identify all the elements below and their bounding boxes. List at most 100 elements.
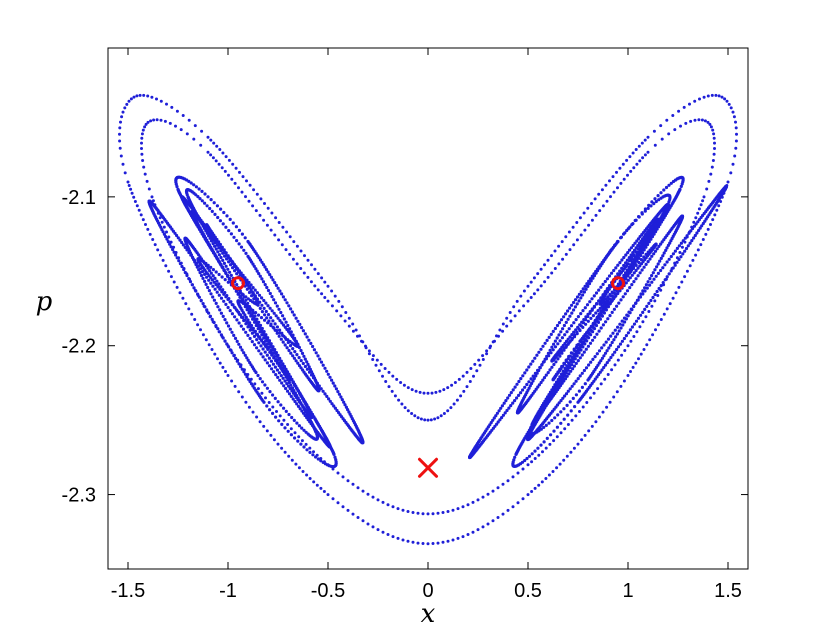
- orbit-point: [326, 284, 330, 288]
- orbit-point: [441, 540, 445, 544]
- orbit-point: [652, 252, 656, 256]
- orbit-point: [607, 346, 611, 350]
- orbit-point: [283, 379, 287, 383]
- orbit-point: [356, 486, 360, 490]
- orbit-point: [293, 350, 297, 354]
- orbit-point: [214, 159, 218, 163]
- orbit-point: [292, 313, 296, 317]
- orbit-point: [283, 372, 287, 376]
- orbit-point: [533, 356, 537, 360]
- orbit-point: [212, 298, 216, 302]
- orbit-point: [287, 412, 291, 417]
- orbit-point: [292, 240, 296, 244]
- orbit-point: [216, 285, 220, 289]
- orbit-point: [647, 240, 651, 244]
- orbit-point: [568, 400, 572, 404]
- orbit-point: [271, 319, 275, 323]
- orbit-point: [416, 416, 420, 420]
- orbit-point: [123, 106, 127, 110]
- orbit-point: [588, 277, 593, 281]
- orbit-point: [491, 519, 495, 523]
- orbit-point: [551, 392, 555, 396]
- orbit-point: [238, 345, 243, 349]
- orbit-point: [253, 382, 257, 386]
- orbit-point: [683, 275, 687, 279]
- orbit-point: [719, 200, 723, 203]
- orbit-point: [166, 240, 170, 244]
- orbit-point: [223, 291, 227, 295]
- orbit-point: [517, 393, 521, 397]
- orbit-point: [282, 317, 286, 321]
- orbit-point: [653, 197, 657, 201]
- orbit-point: [599, 263, 603, 267]
- orbit-point: [209, 198, 213, 202]
- orbit-point: [459, 394, 463, 398]
- orbit-point: [553, 390, 557, 394]
- orbit-point: [735, 132, 738, 136]
- orbit-point: [584, 322, 588, 326]
- orbit-point: [260, 310, 264, 314]
- orbit-point: [294, 339, 298, 343]
- orbit-point: [695, 231, 699, 235]
- orbit-point: [340, 305, 344, 309]
- orbit-point: [642, 348, 646, 351]
- orbit-point: [712, 152, 716, 156]
- orbit-point: [626, 278, 630, 282]
- orbit-point: [278, 319, 282, 323]
- orbit-point: [516, 471, 520, 475]
- orbit-point: [734, 126, 738, 130]
- orbit-point: [406, 386, 410, 390]
- orbit-point: [208, 236, 212, 240]
- orbit-point: [270, 367, 274, 371]
- orbit-point: [533, 486, 537, 490]
- orbit-point: [551, 329, 555, 333]
- orbit-point: [197, 187, 201, 191]
- orbit-point: [570, 333, 574, 337]
- orbit-point: [586, 206, 590, 210]
- orbit-point: [547, 473, 551, 477]
- orbit-point: [333, 455, 337, 459]
- orbit-point: [224, 253, 228, 257]
- orbit-point: [645, 286, 649, 290]
- orbit-point: [569, 369, 573, 373]
- orbit-point: [263, 358, 267, 362]
- orbit-point: [441, 511, 445, 514]
- orbit-point: [521, 388, 525, 392]
- orbit-point: [529, 280, 533, 284]
- orbit-point: [559, 410, 563, 414]
- orbit-point: [140, 136, 144, 140]
- orbit-point: [269, 345, 273, 349]
- orbit-point: [276, 286, 280, 290]
- orbit-point: [253, 294, 257, 298]
- orbit-point: [232, 264, 236, 268]
- orbit-point: [303, 357, 307, 361]
- orbit-point: [501, 512, 505, 516]
- orbit-point: [564, 345, 568, 349]
- elliptic-fixed-point: [611, 276, 625, 291]
- orbit-point: [168, 121, 172, 125]
- orbit-point: [486, 522, 490, 526]
- orbit-layer: [118, 93, 738, 546]
- orbit-point: [597, 349, 602, 353]
- orbit-point: [213, 253, 217, 258]
- orbit-point: [137, 208, 141, 212]
- orbit-point: [299, 267, 303, 270]
- orbit-point: [268, 273, 272, 277]
- orbit-point: [582, 290, 587, 294]
- orbit-point: [688, 241, 692, 245]
- orbit-point: [315, 453, 319, 457]
- orbit-point: [473, 362, 477, 366]
- orbit-point: [612, 307, 617, 311]
- orbit-point: [291, 333, 295, 337]
- orbit-point: [229, 300, 233, 304]
- orbit-point: [226, 344, 230, 348]
- orbit-point: [257, 341, 261, 345]
- orbit-point: [396, 536, 400, 540]
- orbit-point: [213, 352, 217, 356]
- orbit-point: [466, 533, 470, 536]
- orbit-point: [574, 318, 578, 322]
- orbit-point: [541, 344, 545, 348]
- orbit-point: [635, 239, 639, 243]
- orbit-point: [277, 238, 281, 242]
- orbit-point: [214, 282, 218, 287]
